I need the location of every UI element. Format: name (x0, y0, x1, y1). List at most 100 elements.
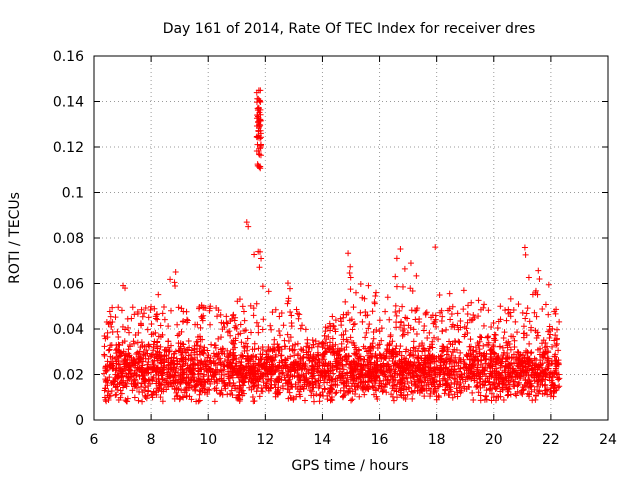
data-point (144, 326, 151, 333)
data-point (259, 351, 266, 358)
data-point (333, 389, 340, 396)
data-point (499, 376, 506, 383)
data-point (460, 306, 467, 313)
data-point (250, 312, 257, 319)
data-point (435, 336, 442, 343)
data-point (269, 309, 276, 316)
data-point (347, 274, 354, 281)
data-point (496, 381, 503, 388)
data-point (148, 392, 155, 399)
data-point (113, 383, 120, 390)
data-point (555, 347, 562, 354)
data-point (336, 368, 343, 375)
data-point (485, 342, 492, 349)
data-point (399, 283, 406, 290)
data-point (357, 280, 364, 287)
data-point (249, 346, 256, 353)
data-point (521, 355, 528, 362)
data-point (406, 385, 413, 392)
data-point (465, 302, 472, 309)
data-point (191, 346, 198, 353)
data-point (450, 358, 457, 365)
data-point (325, 372, 332, 379)
data-point (239, 303, 246, 310)
data-point (286, 367, 293, 374)
data-point (115, 304, 122, 311)
data-point (110, 378, 117, 385)
data-point (304, 366, 311, 373)
data-point (260, 371, 267, 378)
data-point (451, 381, 458, 388)
data-point (549, 381, 556, 388)
data-point (175, 340, 182, 347)
data-point (276, 313, 283, 320)
data-point (468, 376, 475, 383)
data-point (507, 295, 514, 302)
data-point (126, 342, 133, 349)
data-point (523, 380, 530, 387)
data-point (316, 362, 323, 369)
data-point (257, 99, 264, 106)
data-point (188, 376, 195, 383)
data-point (157, 356, 164, 363)
data-point (390, 362, 397, 369)
data-point (275, 390, 282, 397)
data-point (282, 343, 289, 350)
data-point (454, 310, 461, 317)
data-point (398, 392, 405, 399)
data-point (268, 326, 275, 333)
data-point (347, 263, 354, 270)
data-point (248, 354, 255, 361)
data-point (232, 322, 239, 329)
data-point (405, 384, 412, 391)
data-point (255, 248, 262, 255)
data-point (194, 342, 201, 349)
data-point (152, 313, 159, 320)
data-point (485, 307, 492, 314)
data-point (350, 321, 357, 328)
data-point (131, 357, 138, 364)
data-point (176, 396, 183, 403)
data-point (107, 313, 114, 320)
data-point (102, 335, 109, 342)
data-point (250, 379, 257, 386)
data-point (372, 380, 379, 387)
data-point (176, 331, 183, 338)
data-point (184, 319, 191, 326)
data-point (248, 329, 255, 336)
data-point (169, 383, 176, 390)
data-point (380, 360, 387, 367)
data-point (231, 355, 238, 362)
data-point (489, 355, 496, 362)
data-point (364, 379, 371, 386)
data-point (351, 383, 358, 390)
data-point (439, 348, 446, 355)
data-point (420, 372, 427, 379)
data-point (460, 356, 467, 363)
data-point (262, 382, 269, 389)
data-point (221, 324, 228, 331)
data-point (553, 360, 560, 367)
data-point (157, 381, 164, 388)
data-point (281, 337, 288, 344)
data-point (163, 369, 170, 376)
data-point (478, 334, 485, 341)
x-axis-title: GPS time / hours (291, 458, 408, 474)
data-point (179, 393, 186, 400)
data-point (444, 372, 451, 379)
data-point (170, 351, 177, 358)
data-point (421, 393, 428, 400)
data-point (366, 368, 373, 375)
data-point (281, 374, 288, 381)
data-point (471, 314, 478, 321)
data-point (181, 377, 188, 384)
data-point (172, 368, 179, 375)
data-point (250, 305, 257, 312)
data-point (225, 362, 232, 369)
data-point (352, 390, 359, 397)
data-point (510, 333, 517, 340)
data-point (421, 323, 428, 330)
data-point (294, 310, 301, 317)
data-point (542, 301, 549, 308)
data-point (487, 387, 494, 394)
